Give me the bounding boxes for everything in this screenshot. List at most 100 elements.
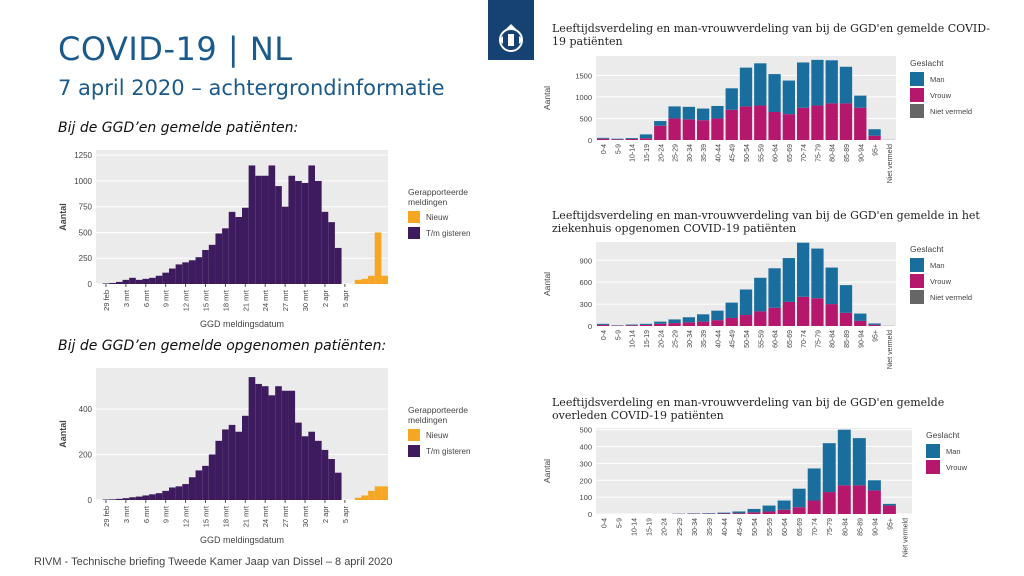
bar-vrouw bbox=[697, 321, 710, 326]
bar-vrouw bbox=[839, 103, 853, 140]
bar-vrouw bbox=[782, 301, 795, 326]
x-tick-label: 15-19 bbox=[644, 330, 651, 348]
x-tick-label: 40-44 bbox=[722, 518, 729, 536]
y-tick-label: 900 bbox=[579, 256, 592, 265]
x-tick-label: 15 mrt bbox=[202, 289, 211, 311]
legend-swatch-vrouw bbox=[910, 274, 924, 288]
bar-vrouw bbox=[797, 107, 810, 140]
y-tick-label: 400 bbox=[579, 443, 592, 452]
x-tick-label: 21 mrt bbox=[241, 289, 250, 311]
bar-tm-gisteren bbox=[328, 222, 335, 284]
x-tick-label: 12 mrt bbox=[182, 289, 191, 311]
chart-opgenomen-patienten: 0 200 400 29 feb 3 mrt 6 mrt 9 mrt 12 mrt 15 mrt… bbox=[58, 368, 470, 545]
x-tick-label: 29 feb bbox=[102, 506, 111, 527]
legend-label: Vrouw bbox=[946, 463, 968, 472]
bar-man bbox=[697, 314, 710, 322]
x-tick-label: 24 mrt bbox=[261, 289, 270, 311]
x-tick-label: 60-64 bbox=[782, 518, 789, 536]
bar-vrouw bbox=[739, 106, 753, 140]
bar-vrouw bbox=[654, 323, 667, 326]
legend-label: Vrouw bbox=[930, 91, 952, 100]
bar-tm-gisteren bbox=[255, 175, 262, 284]
x-tick-label: 85-89 bbox=[844, 330, 851, 348]
bar-tm-gisteren bbox=[248, 377, 256, 500]
legend-swatch-vrouw bbox=[926, 460, 940, 474]
bar-nieuw bbox=[361, 278, 369, 284]
bar-vrouw bbox=[854, 107, 867, 140]
bar-tm-gisteren bbox=[261, 175, 269, 284]
bar-vrouw bbox=[768, 307, 781, 326]
bar-man bbox=[597, 137, 610, 139]
rijksoverheid-logo bbox=[488, 0, 534, 60]
bar-tm-gisteren bbox=[268, 395, 276, 500]
bar-man bbox=[747, 508, 761, 513]
bar-vrouw bbox=[807, 500, 821, 514]
bar-vrouw bbox=[732, 513, 746, 514]
bar-vrouw bbox=[711, 118, 724, 140]
x-tick-label: 5-9 bbox=[615, 330, 622, 340]
coat-of-arms-icon bbox=[488, 0, 534, 60]
legend-title: Geslacht bbox=[926, 430, 960, 440]
bar-tm-gisteren bbox=[328, 459, 335, 500]
legend-swatch-niet-vermeld bbox=[910, 104, 924, 118]
bar-vrouw bbox=[625, 325, 638, 326]
y-tick-label: 500 bbox=[579, 114, 592, 123]
x-tick-label: 30-34 bbox=[687, 330, 694, 348]
y-axis-label: Aantal bbox=[542, 86, 552, 110]
y-axis-label: Aantal bbox=[542, 459, 552, 483]
bar-vrouw bbox=[725, 109, 738, 140]
x-tick-label: 70-74 bbox=[801, 330, 808, 348]
bar-man bbox=[639, 134, 653, 139]
x-tick-label: 20-24 bbox=[658, 330, 665, 348]
bar-tm-gisteren bbox=[109, 499, 116, 500]
bar-man bbox=[777, 500, 791, 510]
x-tick-label: 95+ bbox=[873, 330, 880, 342]
x-tick-label: 5 apr bbox=[341, 290, 350, 308]
bar-vrouw bbox=[837, 485, 851, 514]
bar-nieuw bbox=[354, 497, 362, 500]
legend-swatch-man bbox=[926, 444, 940, 458]
bar-tm-gisteren bbox=[142, 495, 150, 500]
bar-tm-gisteren bbox=[122, 279, 130, 284]
bar-tm-gisteren bbox=[215, 440, 223, 500]
legend-title: meldingen bbox=[408, 415, 447, 425]
legend-label: T/m gisteren bbox=[426, 229, 470, 238]
bar-man bbox=[768, 74, 781, 112]
bar-tm-gisteren bbox=[129, 497, 136, 500]
chart-title-leeftijd-opgenomen: Leeftijdsverdeling en man-vrouwverdeling… bbox=[552, 209, 980, 235]
x-tick-label: 30-34 bbox=[692, 518, 699, 536]
bar-vrouw bbox=[717, 513, 731, 514]
bar-man bbox=[762, 505, 776, 512]
x-tick-label: 10-14 bbox=[630, 330, 637, 348]
bar-tm-gisteren bbox=[334, 247, 342, 284]
bar-tm-gisteren bbox=[301, 436, 309, 500]
x-tick-label: 15-19 bbox=[647, 518, 654, 536]
x-tick-label: 3 mrt bbox=[122, 289, 131, 307]
bar-tm-gisteren bbox=[202, 465, 209, 500]
x-tick-label: 5 apr bbox=[341, 506, 350, 524]
y-tick-label: 500 bbox=[79, 228, 93, 237]
bar-vrouw bbox=[867, 490, 881, 514]
y-tick-label: 100 bbox=[579, 493, 592, 502]
legend-swatch-tm-gisteren bbox=[408, 445, 420, 457]
bar-tm-gisteren bbox=[228, 424, 236, 500]
bar-tm-gisteren bbox=[195, 257, 203, 284]
bar-man bbox=[811, 248, 824, 299]
chart-title-leeftijd-overleden: Leeftijdsverdeling en man-vrouwverdeling… bbox=[552, 396, 945, 422]
bar-vrouw bbox=[682, 322, 695, 326]
bar-tm-gisteren bbox=[155, 275, 163, 284]
x-tick-label: 18 mrt bbox=[221, 289, 230, 311]
y-tick-label: 200 bbox=[579, 476, 592, 485]
x-tick-label: 0-4 bbox=[601, 144, 608, 154]
bar-tm-gisteren bbox=[129, 277, 136, 284]
legend-label: Niet vermeld bbox=[930, 293, 972, 302]
bar-man bbox=[825, 60, 838, 104]
bar-tm-gisteren bbox=[109, 282, 116, 284]
legend-label: Nieuw bbox=[426, 431, 448, 440]
bar-man bbox=[754, 63, 767, 106]
legend-label: Nieuw bbox=[426, 213, 448, 222]
bar-tm-gisteren bbox=[115, 281, 123, 284]
legend-swatch-man bbox=[910, 72, 924, 86]
bar-tm-gisteren bbox=[175, 486, 183, 500]
legend-label: T/m gisteren bbox=[426, 447, 470, 456]
